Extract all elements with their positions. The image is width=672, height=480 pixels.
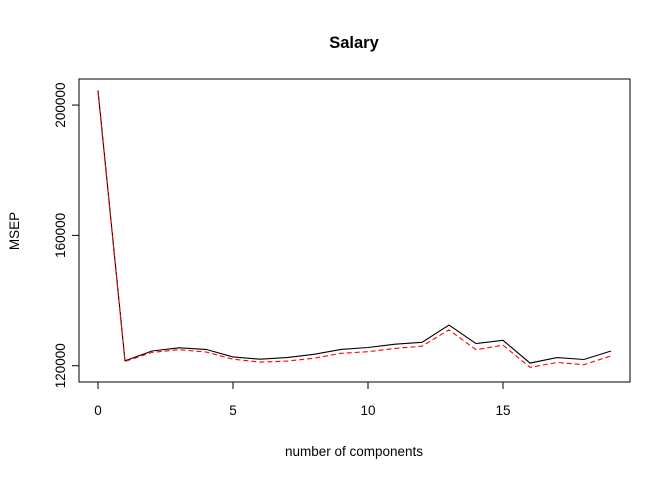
y-tick-label: 200000 — [53, 83, 68, 128]
y-axis-label: MSEP — [7, 212, 22, 250]
x-axis: 0 5 10 15 — [94, 381, 511, 418]
plot-frame — [78, 78, 631, 383]
y-tick-label: 160000 — [53, 213, 68, 258]
y-axis: 120000 160000 200000 — [53, 83, 80, 388]
series-line-1 — [97, 90, 612, 364]
series-line-2 — [97, 91, 612, 368]
x-tick-label: 10 — [360, 403, 375, 418]
x-tick-label: 5 — [229, 403, 237, 418]
x-axis-label: number of components — [285, 444, 423, 459]
series-layer — [97, 90, 612, 368]
x-tick-label: 15 — [495, 403, 510, 418]
y-tick-label: 120000 — [53, 343, 68, 388]
x-tick-label: 0 — [94, 403, 102, 418]
chart-title: Salary — [329, 34, 379, 52]
